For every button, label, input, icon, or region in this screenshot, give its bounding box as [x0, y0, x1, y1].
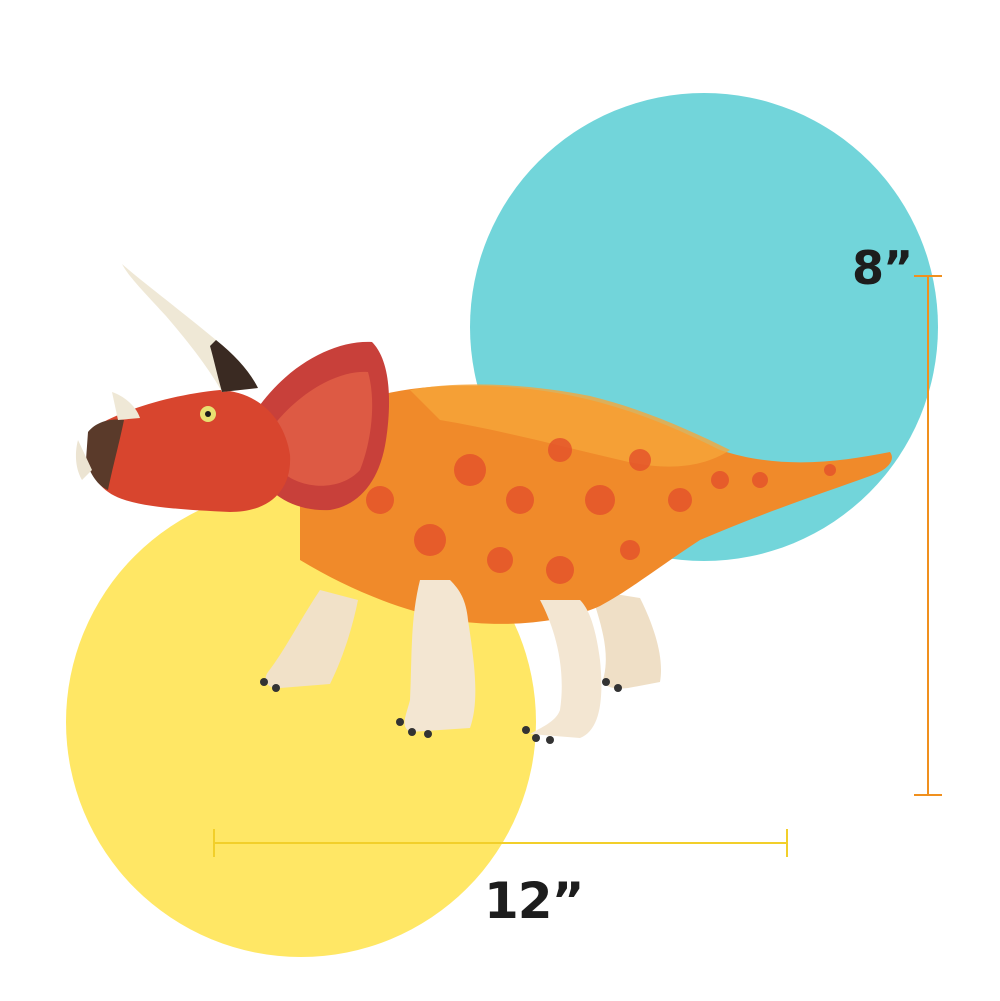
width-rule-cap-right [786, 829, 788, 857]
dino-body [300, 384, 892, 624]
far-legs [265, 590, 662, 689]
height-rule [927, 276, 929, 794]
height-rule-cap-top [914, 275, 942, 277]
width-rule [214, 842, 788, 844]
dino-head [75, 264, 291, 512]
width-label: 12” [484, 872, 584, 930]
near-legs [260, 580, 622, 744]
width-rule-cap-left [213, 829, 215, 857]
height-rule-cap-bottom [914, 794, 942, 796]
height-label: 8” [852, 241, 913, 295]
